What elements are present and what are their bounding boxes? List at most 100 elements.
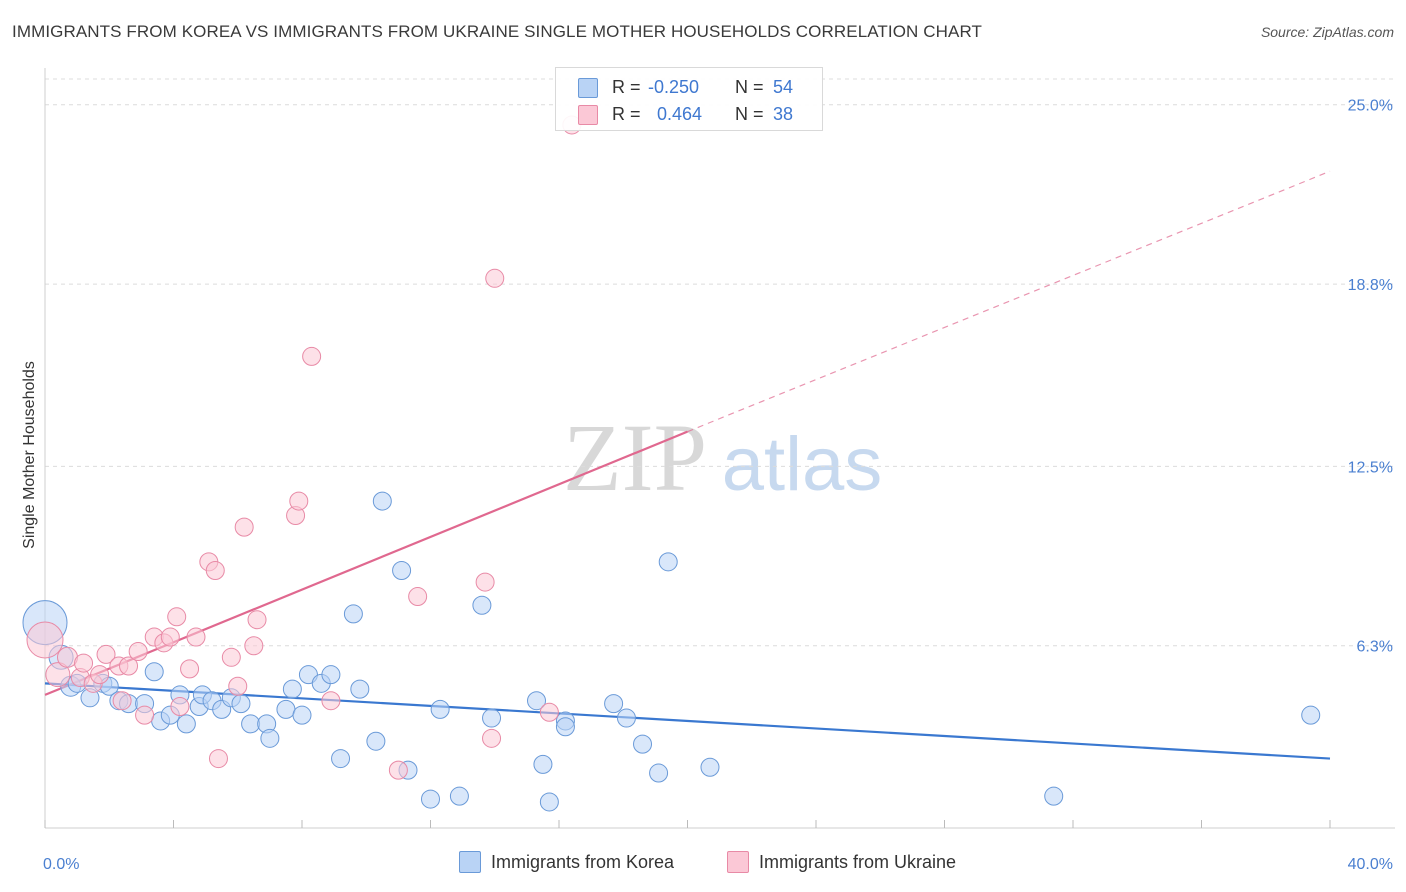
n-value: 54 (773, 76, 794, 97)
korea-point (539, 792, 559, 812)
ukraine-point (208, 749, 228, 769)
legend-label-korea: Immigrants from Korea (491, 851, 675, 872)
ukraine-trend-extension (687, 170, 1331, 433)
korea-point (392, 561, 412, 581)
legend-label-ukraine: Immigrants from Ukraine (759, 851, 957, 872)
ukraine-point (228, 676, 248, 696)
ukraine-swatch (578, 105, 598, 125)
x-tick-labels: 0.0% 40.0% (43, 856, 1393, 873)
ukraine-point (302, 346, 322, 366)
korea-point (331, 749, 351, 769)
ukraine-point (388, 760, 408, 780)
ukraine-point (408, 587, 428, 607)
data-points (22, 115, 1321, 812)
korea-point (292, 705, 312, 725)
ukraine-point (475, 572, 495, 592)
legend-item-ukraine[interactable]: Immigrants from Ukraine (727, 851, 956, 873)
ukraine-point (26, 621, 64, 659)
korea-point (241, 714, 261, 734)
grid (45, 78, 1395, 647)
korea-point (1301, 705, 1321, 725)
korea-point (472, 595, 492, 615)
ukraine-point (247, 610, 267, 630)
n-label: N = (735, 76, 764, 97)
korea-point (350, 679, 370, 699)
korea-point (633, 734, 653, 754)
ukraine-point (160, 627, 180, 647)
ukraine-point (221, 647, 241, 667)
legend-swatch-korea (459, 851, 481, 873)
x-tick-label: 40.0% (1348, 856, 1393, 873)
korea-point (276, 699, 296, 719)
korea-point (231, 694, 251, 714)
trend-lines (44, 170, 1331, 760)
y-tick-label: 6.3% (1357, 639, 1393, 656)
legend-item-korea[interactable]: Immigrants from Korea (459, 851, 674, 873)
r-label: R = (612, 76, 641, 97)
ukraine-point (96, 644, 116, 664)
r-value: -0.250 (648, 76, 700, 97)
korea-point (421, 789, 440, 809)
korea-point (616, 708, 636, 728)
y-tick-label: 25.0% (1348, 98, 1393, 115)
korea-point (430, 699, 450, 719)
ukraine-point (170, 696, 190, 716)
ukraine-point (128, 642, 148, 662)
y-tick-label: 12.5% (1348, 459, 1393, 476)
korea-point (176, 714, 196, 734)
axes (44, 68, 1395, 829)
ukraine-point (539, 702, 559, 722)
korea-point (482, 708, 502, 728)
korea-point (449, 786, 469, 806)
korea-point (372, 491, 392, 511)
ukraine-point (90, 665, 110, 685)
korea-point (321, 665, 341, 685)
korea-point (604, 694, 624, 714)
x-tick-label: 0.0% (43, 856, 79, 873)
watermark-atlas: atlas (722, 422, 883, 507)
ukraine-point (186, 627, 206, 647)
korea-point (260, 728, 280, 748)
ukraine-point (167, 607, 187, 627)
ukraine-points (26, 115, 582, 780)
watermark-zip: ZIP (563, 404, 707, 511)
korea-swatch (578, 78, 598, 98)
y-tick-labels: 6.3% 12.5% 18.8% 25.0% (1348, 98, 1393, 656)
chart-source: Source: ZipAtlas.com (1260, 24, 1394, 40)
chart-title: IMMIGRANTS FROM KOREA VS IMMIGRANTS FROM… (12, 22, 983, 41)
r-value: 0.464 (657, 103, 703, 124)
ukraine-point (180, 659, 200, 679)
stats-legend: R = -0.250 N = 54 R = 0.464 N = 38 (555, 67, 823, 131)
korea-point (343, 604, 363, 624)
ukraine-point (485, 268, 505, 288)
stats-row-ukraine: R = 0.464 N = 38 (578, 102, 822, 126)
r-label: R = (612, 103, 641, 124)
ukraine-point (135, 705, 155, 725)
ukraine-point (321, 691, 341, 711)
korea-point (1044, 786, 1064, 806)
korea-trend-line (44, 682, 1331, 760)
korea-point (533, 754, 553, 774)
legend-swatch-ukraine (727, 851, 749, 873)
n-label: N = (735, 103, 764, 124)
korea-point (366, 731, 386, 751)
series-legend: Immigrants from Korea Immigrants from Uk… (0, 851, 1406, 879)
korea-point (144, 662, 164, 682)
korea-point (649, 763, 669, 783)
watermark: ZIP atlas (563, 404, 882, 511)
ukraine-point (74, 653, 94, 673)
ukraine-point (289, 491, 309, 511)
korea-point (555, 717, 575, 737)
ukraine-point (112, 691, 132, 711)
korea-point (527, 691, 547, 711)
y-tick-label: 18.8% (1348, 277, 1393, 294)
ukraine-point (119, 656, 139, 676)
ukraine-point (45, 662, 71, 688)
ukraine-point (205, 561, 225, 581)
ukraine-point (482, 728, 502, 748)
ukraine-point (244, 636, 264, 656)
stats-row-korea: R = -0.250 N = 54 (578, 75, 822, 99)
korea-point (282, 679, 302, 699)
n-value: 38 (773, 103, 794, 124)
